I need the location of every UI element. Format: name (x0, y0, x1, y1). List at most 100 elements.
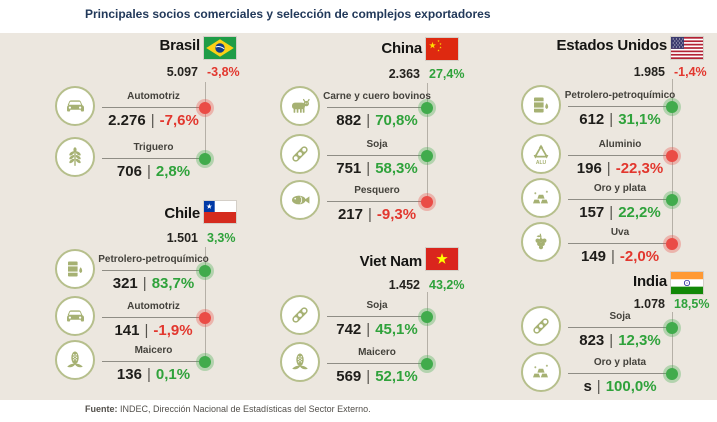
value: 217 (337, 206, 363, 223)
row-line (568, 106, 672, 108)
complex-value: 751 | 58,3% (327, 160, 427, 177)
complex-row: Carne y cuero bovinos 882 | 70,8% (278, 86, 462, 132)
value: 612 (579, 111, 605, 128)
corn-icon (55, 340, 95, 380)
trend-dot (421, 102, 433, 114)
complex-label: Maicero (358, 347, 396, 358)
source-text: INDEC, Dirección Nacional de Estadística… (117, 404, 371, 414)
change: -1,9% (153, 322, 193, 339)
row-line (327, 316, 427, 318)
soybean-icon (280, 134, 320, 174)
complex-label: Triguero (133, 142, 174, 153)
country-change: 18,5% (674, 297, 710, 311)
row-line (327, 107, 427, 109)
cow-icon (280, 86, 320, 126)
complex-row: Maicero 569 | 52,1% (278, 342, 462, 388)
row-line (327, 155, 427, 157)
complex-value: 612 | 31,1% (568, 111, 672, 128)
row-line (568, 243, 672, 245)
country-name: Estados Unidos (556, 37, 667, 54)
country-change: 3,3% (207, 231, 236, 245)
complex-value: 882 | 70,8% (327, 112, 427, 129)
country-name: China (381, 40, 422, 57)
brazil-flag-icon (204, 37, 236, 59)
complex-row: Soja 751 | 58,3% (278, 134, 462, 180)
complex-label: Petrolero-petroquímico (564, 90, 676, 101)
change: 70,8% (375, 112, 418, 129)
separator: | (609, 332, 614, 349)
separator: | (609, 111, 614, 128)
value: 882 (336, 112, 362, 129)
separator: | (609, 204, 614, 221)
page-title: Principales socios comerciales y selecci… (85, 7, 491, 21)
trend-dot (666, 368, 678, 380)
wheat-icon (55, 137, 95, 177)
complex-label: Petrolero-petroquímico (98, 254, 209, 265)
country-name: Viet Nam (359, 253, 423, 270)
change: -9,3% (376, 206, 417, 223)
row-line (327, 201, 427, 203)
complex-value: 136 | 0,1% (102, 366, 205, 383)
row-line (102, 270, 205, 272)
trend-dot (666, 101, 678, 113)
separator: | (610, 248, 615, 265)
separator: | (366, 160, 371, 177)
complex-row: Oro y plata s | 100,0% (517, 352, 707, 398)
complex-value: 569 | 52,1% (327, 368, 427, 385)
soybean-icon (280, 295, 320, 335)
complex-label: Automotriz (127, 91, 180, 102)
complex-row: Pesquero 217 | -9,3% (278, 180, 462, 226)
value: 706 (116, 163, 142, 180)
car-icon (55, 86, 95, 126)
country-name: India (632, 273, 667, 290)
complex-row: Oro y plata 157 | 22,2% (517, 178, 707, 224)
trend-dot (199, 312, 211, 324)
complex-value: 157 | 22,2% (568, 204, 672, 221)
complex-label: Oro y plata (593, 357, 647, 368)
connector-line (671, 312, 673, 373)
complex-value: 2.276 | -7,6% (102, 112, 205, 129)
grapes-icon (521, 222, 561, 262)
country-change: -1,4% (674, 65, 707, 79)
trend-dot (199, 356, 211, 368)
row-line (568, 199, 672, 201)
complex-row: Soja 742 | 45,1% (278, 295, 462, 341)
complex-label: Pesquero (354, 185, 400, 196)
separator: | (366, 321, 371, 338)
separator: | (367, 206, 372, 223)
complex-label: Soja (609, 311, 631, 322)
gold-bars-icon (521, 178, 561, 218)
value: s (583, 378, 592, 395)
row-line (102, 158, 205, 160)
oil-barrel-icon (55, 249, 95, 289)
country-total: 1.985 (633, 65, 665, 79)
value: 569 (336, 368, 362, 385)
change: 0,1% (155, 366, 191, 383)
country-change: 43,2% (429, 278, 465, 292)
complex-row: Maicero 136 | 0,1% (40, 340, 240, 386)
row-line (568, 155, 672, 157)
row-line (568, 327, 672, 329)
source-note: Fuente: INDEC, Dirección Nacional de Est… (85, 404, 371, 414)
india-flag-icon (671, 272, 703, 294)
value: 823 (579, 332, 605, 349)
separator: | (366, 112, 371, 129)
connector-line (426, 83, 428, 201)
complex-row: Petrolero-petroquímico 612 | 31,1% (517, 85, 707, 131)
gold-bars-icon (521, 352, 561, 392)
complex-label: Carne y cuero bovinos (323, 91, 431, 102)
country-total: 1.501 (166, 231, 198, 245)
change: 100,0% (605, 378, 657, 395)
complex-value: 217 | -9,3% (327, 206, 427, 223)
complex-value: 742 | 45,1% (327, 321, 427, 338)
row-line (102, 361, 205, 363)
vietnam-flag-icon (426, 248, 458, 270)
china-flag-icon (426, 38, 458, 60)
trend-dot (666, 150, 678, 162)
complex-label: Oro y plata (593, 183, 647, 194)
aluminium-recycle-icon (521, 134, 561, 174)
change: 31,1% (618, 111, 661, 128)
connector-line (204, 82, 206, 158)
complex-label: Aluminio (598, 139, 642, 150)
change: 83,7% (151, 275, 195, 292)
